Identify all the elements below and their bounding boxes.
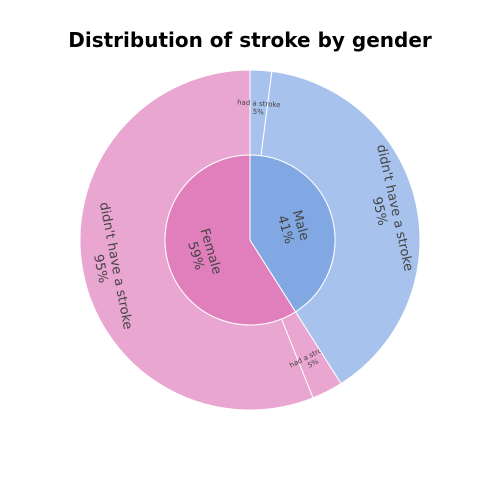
sunburst-segment-male-had-a-stroke-label-percent: 5% bbox=[252, 108, 264, 117]
sunburst-segment-male[interactable] bbox=[249, 154, 336, 313]
sunburst-segment-male-didn-t-have-a-stroke-label-percent: 95% bbox=[369, 196, 390, 227]
sunburst-segment-female[interactable] bbox=[164, 154, 297, 326]
sunburst-segment-female-didn-t-have-a-stroke-label-percent: 95% bbox=[90, 253, 110, 284]
sunburst-segment-male-had-a-stroke-label-text: had a stroke bbox=[237, 98, 281, 109]
chart-title: Distribution of stroke by gender bbox=[68, 28, 432, 52]
